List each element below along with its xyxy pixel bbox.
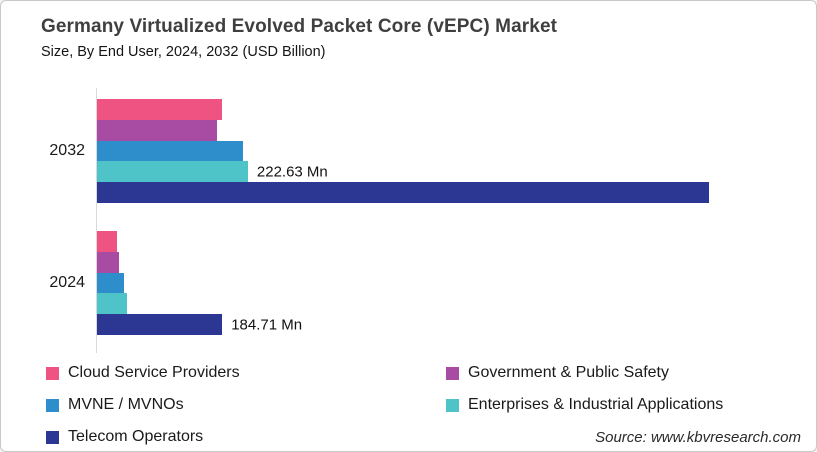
legend-label: MVNE / MVNOs <box>68 396 184 413</box>
plot-area: 2032 222.63 Mn 2024 184.71 Mn <box>1 86 816 353</box>
legend-item-mvne-mvnos: MVNE / MVNOs <box>46 396 446 414</box>
bar-government-public-safety-2032 <box>97 119 218 141</box>
y-tick-label-2032: 2032 <box>49 141 85 159</box>
source-text: Source: www.kbvresearch.com <box>595 428 801 446</box>
y-axis-line <box>96 88 97 353</box>
legend-item-telecom-operators: Telecom Operators <box>46 428 446 446</box>
bar-telecom-operators-2024: 184.71 Mn <box>97 314 302 335</box>
bar-value-label-2024: 184.71 Mn <box>231 316 303 334</box>
legend-swatch-blue <box>46 398 59 412</box>
bar-group-2024: 2024 184.71 Mn <box>49 231 302 335</box>
legend-item-government-public-safety: Government & Public Safety <box>446 364 801 382</box>
legend-swatch-pink <box>46 366 59 380</box>
legend-swatch-purple <box>446 366 459 380</box>
legend-item-cloud-service-providers: Cloud Service Providers <box>46 364 446 382</box>
bar-mvne-mvnos-2032 <box>97 140 243 162</box>
legend-item-enterprises-industrial-applications: Enterprises & Industrial Applications <box>446 396 801 414</box>
bar-mvne-mvnos-2024 <box>97 272 124 294</box>
bars-2024: 184.71 Mn <box>97 231 302 335</box>
bar-government-public-safety-2024 <box>97 251 119 273</box>
legend-label: Cloud Service Providers <box>68 364 240 381</box>
bar-cloud-service-providers-2032 <box>97 99 223 120</box>
bar-telecom-operators-2032 <box>97 182 710 203</box>
bar-cloud-service-providers-2024 <box>97 231 117 252</box>
legend-label: Enterprises & Industrial Applications <box>468 396 724 413</box>
bar-enterprises-industrial-applications-2024 <box>97 293 127 315</box>
legend-swatch-teal <box>446 398 459 412</box>
legend: Cloud Service Providers Government & Pub… <box>46 357 801 451</box>
bar-value-label-2032: 222.63 Mn <box>256 163 328 181</box>
legend-label: Government & Public Safety <box>468 364 669 381</box>
legend-swatch-navy <box>46 430 59 444</box>
chart-title: Germany Virtualized Evolved Packet Core … <box>41 16 558 37</box>
bar-group-2032: 2032 222.63 Mn <box>49 99 710 203</box>
legend-label: Telecom Operators <box>68 428 204 445</box>
bars-2032: 222.63 Mn <box>97 99 710 203</box>
bar-enterprises-industrial-applications-2032: 222.63 Mn <box>97 161 328 183</box>
y-tick-label-2024: 2024 <box>49 273 85 291</box>
chart-subtitle: Size, By End User, 2024, 2032 (USD Billi… <box>41 44 326 60</box>
